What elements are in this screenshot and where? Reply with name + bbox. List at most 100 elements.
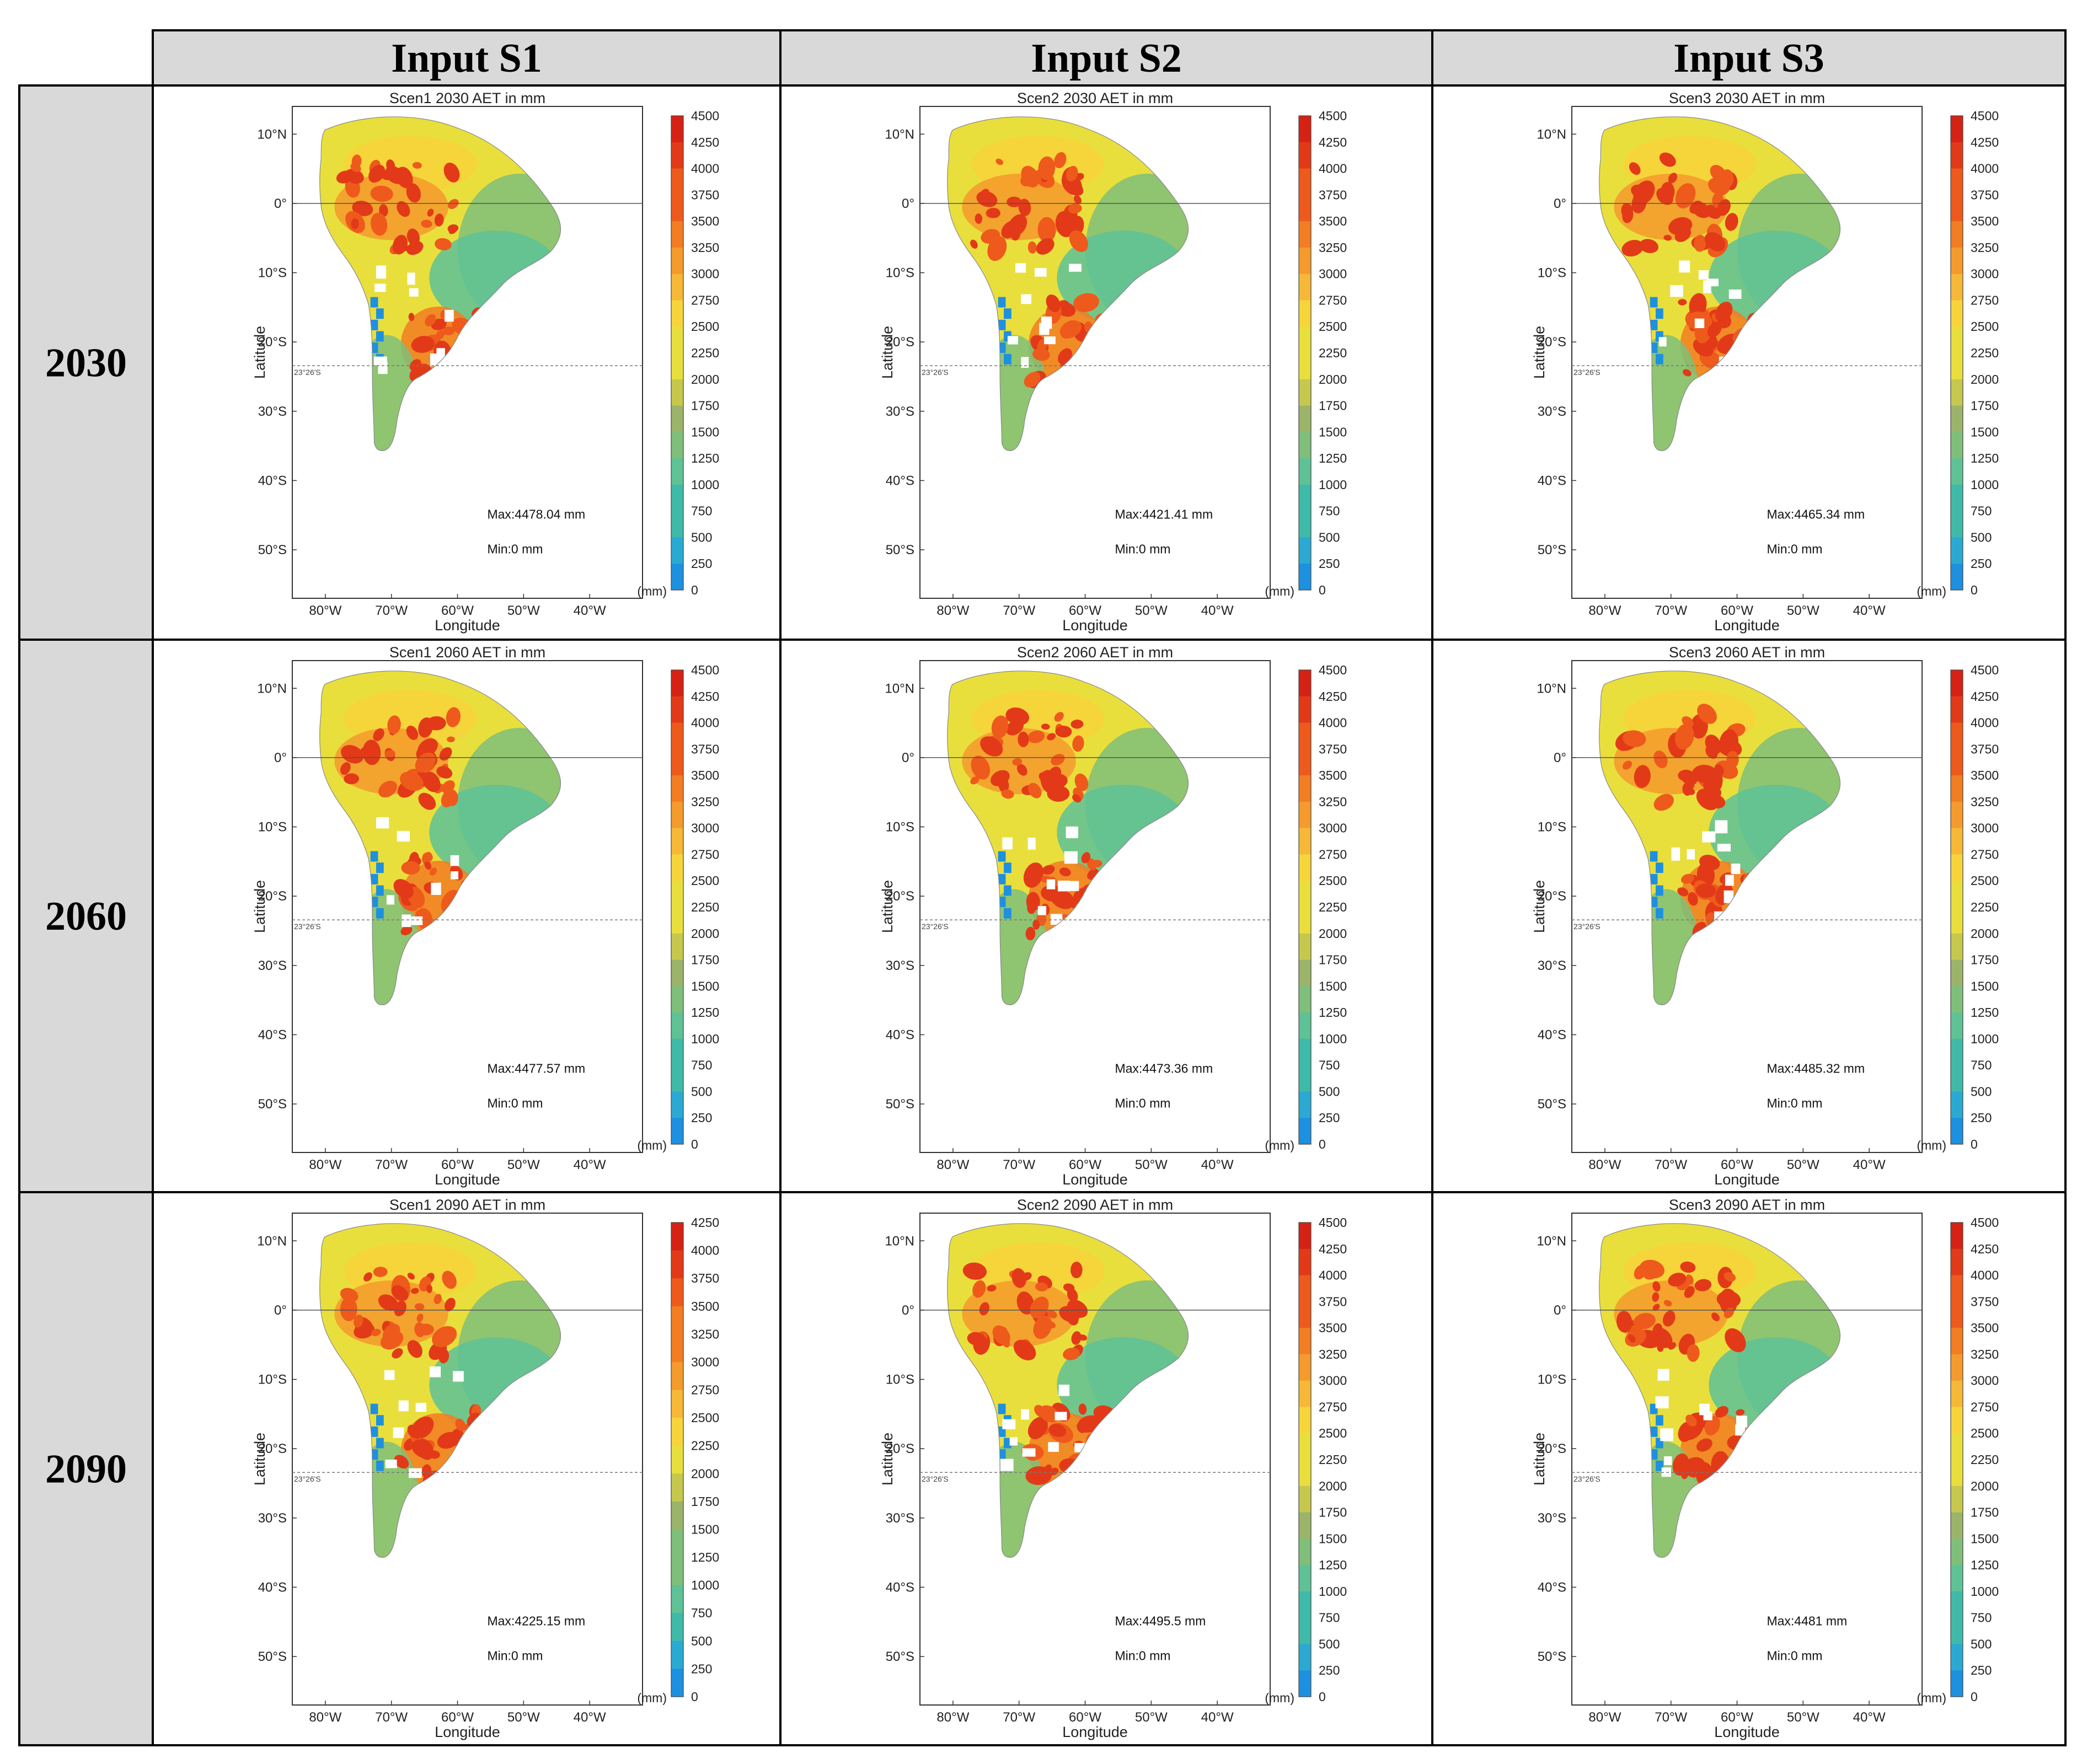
lat-tick-label: 40°S bbox=[1538, 1027, 1566, 1042]
aet-hotspot bbox=[412, 162, 422, 169]
colorbar-segment bbox=[1299, 670, 1311, 697]
tropic-label: 23°26'S bbox=[294, 368, 321, 377]
lon-tick-label: 50°W bbox=[1787, 1157, 1819, 1172]
colorbar-tick-label: 2000 bbox=[1319, 1479, 1347, 1493]
aet-low-cell bbox=[376, 908, 384, 919]
aet-hotspot bbox=[440, 750, 448, 758]
colorbar-segment bbox=[1951, 801, 1963, 829]
aet-hotspot bbox=[1685, 1414, 1697, 1427]
colorbar-tick-label: 2000 bbox=[1319, 372, 1347, 387]
colorbar-tick-label: 3750 bbox=[691, 742, 719, 756]
colorbar-segment bbox=[1299, 379, 1311, 406]
colorbar-segment bbox=[1299, 881, 1311, 908]
colorbar-tick-label: 3500 bbox=[691, 1299, 719, 1313]
aet-low-cell bbox=[1650, 297, 1658, 308]
aet-low-cell bbox=[1650, 319, 1658, 330]
colorbar-segment bbox=[1299, 353, 1311, 380]
aet-hotspot bbox=[1071, 1331, 1082, 1345]
lon-tick-label: 80°W bbox=[936, 603, 969, 618]
colorbar-tick-label: 4000 bbox=[1319, 162, 1347, 176]
lat-tick-label: 40°S bbox=[258, 1027, 287, 1042]
colorbar-segment bbox=[1299, 221, 1311, 248]
colorbar-tick-label: 2500 bbox=[1971, 319, 1999, 334]
colorbar-segment bbox=[671, 696, 683, 723]
colorbar-tick-label: 1750 bbox=[1971, 399, 1999, 413]
no-data-cell bbox=[1717, 844, 1731, 852]
lon-tick-label: 50°W bbox=[1135, 603, 1168, 618]
colorbar-segment bbox=[1299, 1038, 1311, 1066]
aet-low-cell bbox=[1650, 1426, 1658, 1437]
colorbar-segment bbox=[671, 1501, 683, 1530]
colorbar-segment bbox=[1951, 168, 1963, 195]
colorbar-segment bbox=[671, 1223, 683, 1251]
aet-hotspot bbox=[1684, 1286, 1695, 1298]
colorbar-segment bbox=[1299, 854, 1311, 881]
colorbar-tick-label: 1500 bbox=[1971, 425, 1999, 439]
aet-hotspot bbox=[392, 1348, 403, 1359]
lat-tick-label: 40°S bbox=[886, 1027, 914, 1042]
colorbar-tick-label: 500 bbox=[691, 1084, 712, 1098]
colorbar-tick-label: 500 bbox=[1319, 530, 1340, 544]
lon-tick-label: 50°W bbox=[1135, 1710, 1168, 1725]
colorbar-segment bbox=[671, 484, 683, 512]
colorbar-tick-label: 2250 bbox=[1319, 900, 1347, 914]
colorbar-tick-label: 2500 bbox=[691, 319, 719, 334]
aet-hotspot bbox=[411, 1288, 419, 1294]
colorbar-tick-label: 1500 bbox=[1319, 1531, 1347, 1546]
row-header-cell bbox=[18, 639, 154, 1193]
colorbar-tick-label: 2000 bbox=[1971, 1479, 1999, 1493]
aet-hotspot bbox=[1032, 348, 1050, 361]
colorbar-segment bbox=[1299, 1328, 1311, 1355]
colorbar-segment bbox=[1299, 1591, 1311, 1618]
aet-hotspot bbox=[1048, 1424, 1067, 1437]
colorbar-tick-label: 3750 bbox=[1319, 742, 1347, 756]
lat-tick-label: 0° bbox=[274, 196, 287, 211]
colorbar-segment bbox=[1951, 1223, 1963, 1250]
max-value-label: Max:4225.15 mm bbox=[487, 1614, 585, 1628]
aet-hotspot bbox=[1012, 758, 1023, 766]
colorbar-segment bbox=[671, 1334, 683, 1363]
y-axis-label: Latitude bbox=[251, 326, 268, 379]
no-data-cell bbox=[1034, 268, 1047, 277]
colorbar-tick-label: 0 bbox=[1319, 583, 1326, 597]
colorbar-segment bbox=[671, 1278, 683, 1307]
colorbar-segment bbox=[1299, 1248, 1311, 1276]
colorbar-segment bbox=[1951, 405, 1963, 432]
aet-hotspot bbox=[1054, 712, 1064, 722]
no-data-cell bbox=[1015, 262, 1026, 273]
x-axis-label: Longitude bbox=[1714, 1171, 1780, 1188]
no-data-cell bbox=[1706, 278, 1719, 287]
aet-hotspot bbox=[370, 185, 393, 202]
aet-hotspot bbox=[1668, 1273, 1687, 1287]
no-data-cell bbox=[1069, 264, 1082, 272]
lat-tick-label: 10°N bbox=[1537, 1234, 1566, 1248]
colorbar-segment bbox=[1299, 564, 1311, 591]
aet-hotspot bbox=[1698, 867, 1709, 876]
x-axis-label: Longitude bbox=[1714, 1724, 1780, 1740]
aet-hotspot bbox=[1071, 720, 1084, 729]
colorbar-segment bbox=[671, 1640, 683, 1669]
colorbar-tick-label: 3000 bbox=[1319, 1374, 1347, 1388]
colorbar-tick-label: 3250 bbox=[1971, 240, 1999, 255]
aet-hotspot bbox=[1027, 1417, 1048, 1440]
lat-tick-label: 10°S bbox=[886, 1372, 914, 1387]
aet-hotspot bbox=[987, 236, 1007, 261]
aet-hotspot bbox=[416, 1313, 424, 1322]
colorbar-segment bbox=[1299, 1407, 1311, 1434]
aet-low-cell bbox=[376, 331, 384, 342]
colorbar-tick-label: 4250 bbox=[1971, 689, 1999, 704]
aet-low-cell bbox=[1656, 862, 1663, 873]
colorbar-tick-label: 1750 bbox=[1971, 953, 1999, 967]
colorbar-segment bbox=[671, 221, 683, 248]
aet-hotspot bbox=[400, 925, 413, 936]
aet-hotspot bbox=[1678, 299, 1687, 305]
colorbar-tick-label: 0 bbox=[691, 1690, 698, 1704]
colorbar-tick-label: 750 bbox=[1319, 504, 1340, 518]
x-axis-label: Longitude bbox=[435, 617, 500, 634]
aet-hotspot bbox=[406, 241, 424, 255]
colorbar-frame bbox=[1950, 1222, 1963, 1697]
colorbar-tick-label: 1000 bbox=[691, 478, 719, 492]
no-data-cell bbox=[1702, 831, 1716, 843]
no-data-cell bbox=[1027, 838, 1036, 850]
colorbar-segment bbox=[671, 300, 683, 327]
